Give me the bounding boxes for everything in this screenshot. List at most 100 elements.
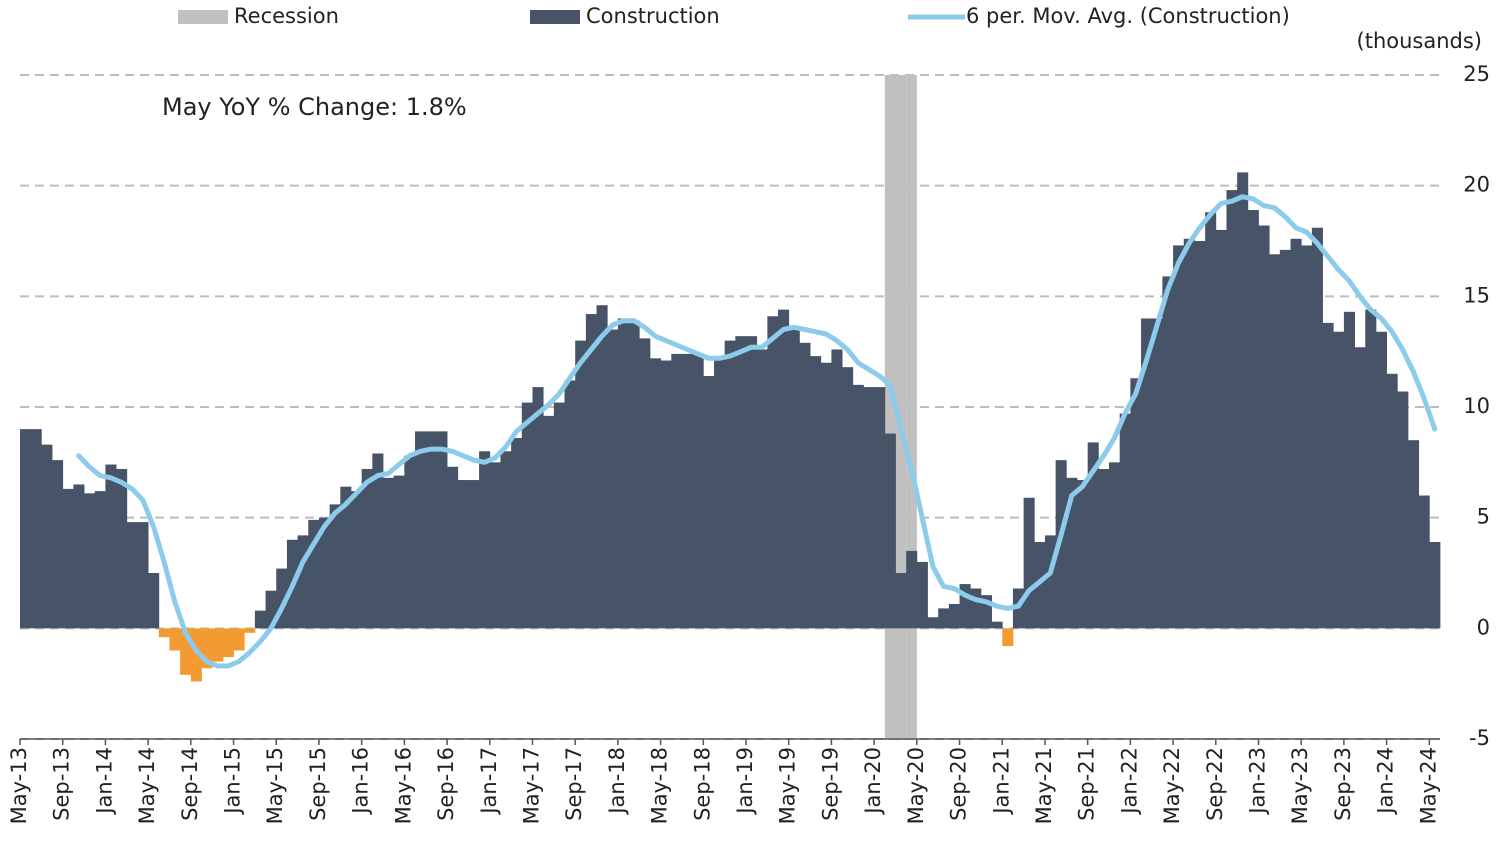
bar [1311,227,1323,629]
bar [852,384,864,629]
legend-label: 6 per. Mov. Avg. (Construction) [966,4,1290,28]
bar [308,519,320,629]
bar [489,462,501,629]
bar [1279,249,1291,629]
bar [575,340,587,629]
bar [404,455,416,629]
bar [874,387,886,629]
bar [596,305,608,629]
bar [1354,347,1366,629]
y-tick-label: 0 [1477,615,1490,639]
bar [1215,229,1227,629]
bar [1386,373,1398,629]
bar [938,608,950,629]
x-tick-label: May-24 [1416,747,1440,824]
bar [276,568,288,629]
bar [254,610,266,629]
y-tick-label: 15 [1463,283,1490,307]
bar [361,468,373,629]
bar [1034,542,1046,629]
y-axis-label: (thousands) [1357,29,1482,53]
bar [30,429,42,629]
bar [788,329,800,629]
bar [1023,497,1035,629]
x-tick-label: Sep-13 [50,747,74,821]
x-tick-label: May-20 [904,747,928,824]
x-tick-label: Jan-24 [1374,747,1398,816]
bar [479,451,491,629]
bar [799,342,811,629]
bar [1205,212,1217,629]
bar [137,522,149,629]
bar [52,460,64,629]
bar [767,316,779,629]
bar [1429,542,1441,629]
x-tick-label: Sep-20 [947,747,971,821]
x-tick-label: Sep-15 [306,747,330,821]
moving-average-line [76,194,1438,669]
bar [1066,477,1078,629]
bar [1130,378,1142,629]
bar [681,353,694,629]
bar [1258,225,1270,629]
bar [233,628,245,651]
bar [746,336,758,629]
bar [73,484,85,629]
x-tick-label: May-18 [648,747,672,824]
bar [1343,311,1355,629]
bar [649,358,662,629]
bar [1098,468,1110,629]
bar [927,617,939,629]
bar [991,621,1003,629]
y-tick-label: -5 [1469,726,1490,750]
bar [244,628,256,633]
x-tick-label: Sep-18 [690,747,714,821]
bar [735,336,747,629]
legend-swatch [530,10,580,24]
bar [585,314,597,629]
x-tick-label: Sep-21 [1075,747,1099,821]
y-tick-label: 25 [1463,62,1490,86]
bar [126,522,138,629]
x-tick-label: Sep-22 [1203,747,1227,821]
x-tick-label: Jan-15 [221,747,245,816]
bar [94,491,106,629]
bar [265,590,277,629]
bar [500,451,512,629]
bar [1141,318,1153,629]
bar [393,475,405,629]
x-tick-label: Jan-22 [1117,747,1141,816]
x-tick-label: Jan-16 [349,747,373,816]
bar [1375,331,1388,629]
bar [180,628,192,675]
bar [703,376,715,629]
bar [105,464,117,629]
bar [692,353,704,629]
x-tick-label: Jan-21 [989,747,1013,816]
bar [447,466,459,629]
bar [350,491,363,629]
bar [1002,628,1014,647]
recession-band [884,75,896,739]
bar [1269,254,1281,629]
bar [1247,210,1259,629]
x-tick-label: Jan-20 [861,747,885,816]
bar [1418,495,1430,629]
x-tick-label: Sep-16 [434,747,458,821]
bar [948,603,960,629]
bar [329,504,341,629]
bar [639,338,651,629]
bar [884,433,896,629]
bar [1333,331,1345,629]
bar [158,628,170,638]
x-tick-label: Jan-23 [1245,747,1269,816]
bar [628,320,640,629]
bar [340,486,352,629]
bar [863,387,875,629]
bar [724,340,736,629]
annotation: May YoY % Change: 1.8% [162,93,467,121]
bar [1301,245,1313,629]
bar [980,595,992,629]
bar [41,444,53,629]
bar [511,437,523,629]
